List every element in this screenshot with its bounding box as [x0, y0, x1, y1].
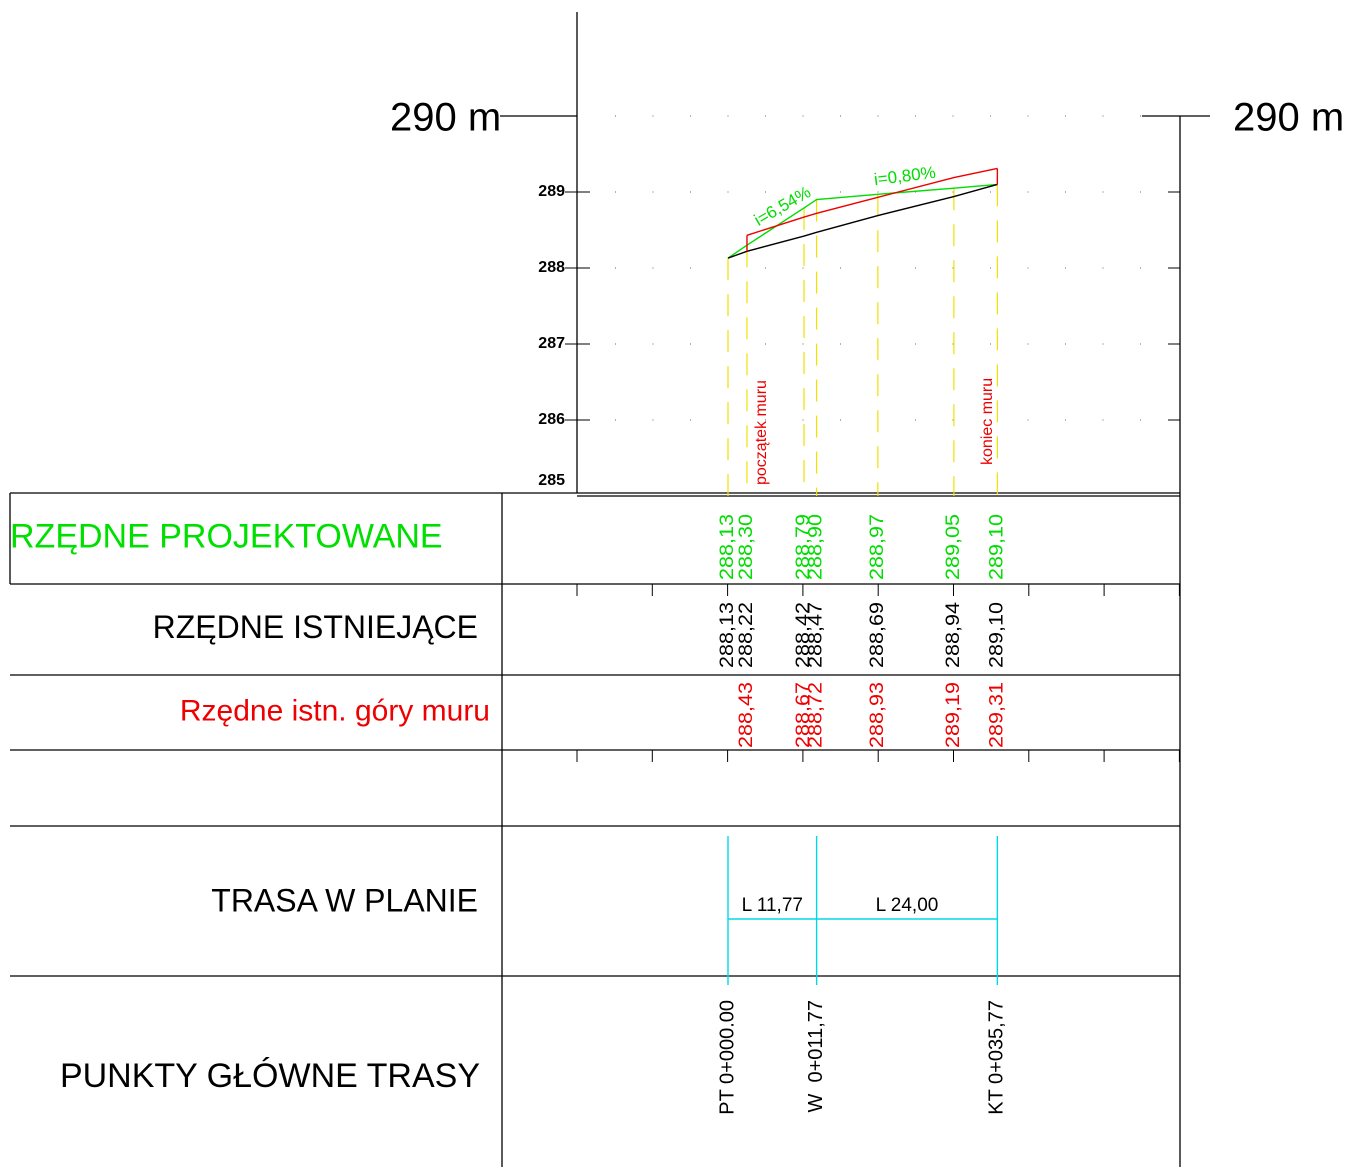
- y-tick-label: 289: [538, 183, 565, 200]
- wall-label: 288,67: [793, 682, 814, 748]
- designed-label: 288,97: [867, 514, 888, 580]
- top-label: 290 m: [390, 96, 501, 140]
- main-point-label: PT 0+000.00: [716, 1000, 738, 1115]
- existing-label: 288,69: [867, 602, 888, 668]
- row-label: RZĘDNE PROJEKTOWANE: [10, 517, 443, 555]
- wall-label: 289,19: [943, 682, 964, 748]
- designed-label: 289,05: [943, 514, 964, 580]
- wall-label: 288,93: [867, 682, 888, 748]
- existing-label: 288,47: [806, 602, 827, 668]
- top-label: 290 m: [1233, 96, 1344, 140]
- annotation: początek muru: [753, 380, 770, 485]
- row-label: PUNKTY GŁÓWNE TRASY: [60, 1057, 480, 1095]
- y-tick-label: 288: [538, 259, 565, 276]
- wall-label: 289,31: [986, 682, 1007, 748]
- existing-label: 288,22: [736, 602, 757, 668]
- slope-label: i=0,80%: [873, 163, 937, 189]
- segment-label: L 24,00: [876, 895, 939, 916]
- row-label: Rzędne istn. góry muru: [180, 694, 490, 727]
- annotation: koniec muru: [979, 378, 996, 465]
- existing-label: 288,42: [793, 602, 814, 668]
- row-label: RZĘDNE ISTNIEJĄCE: [153, 609, 478, 645]
- designed-label: 288,30: [736, 514, 757, 580]
- segment-label: L 11,77: [742, 895, 803, 916]
- row-label: TRASA W PLANIE: [211, 882, 478, 918]
- y-tick-label: 286: [538, 411, 565, 428]
- frame: [9, 12, 1181, 1167]
- existing-label: 289,10: [986, 602, 1007, 668]
- main-point-label: W 0+011,77: [805, 1000, 827, 1112]
- main-point-label: KT 0+035,77: [986, 1000, 1008, 1115]
- wall-line: [746, 167, 998, 236]
- designed-label: 288,79: [793, 514, 814, 580]
- y-tick-label: 287: [538, 335, 565, 352]
- wall-label: 288,43: [736, 682, 757, 748]
- designed-label: 289,10: [986, 514, 1007, 580]
- y-tick-label: 285: [538, 472, 565, 489]
- designed-label: 288,90: [806, 514, 827, 580]
- existing-label: 288,94: [943, 602, 964, 668]
- wall-label: 288,72: [806, 682, 827, 748]
- existing-label: 288,13: [717, 602, 738, 668]
- designed-label: 288,13: [717, 514, 738, 580]
